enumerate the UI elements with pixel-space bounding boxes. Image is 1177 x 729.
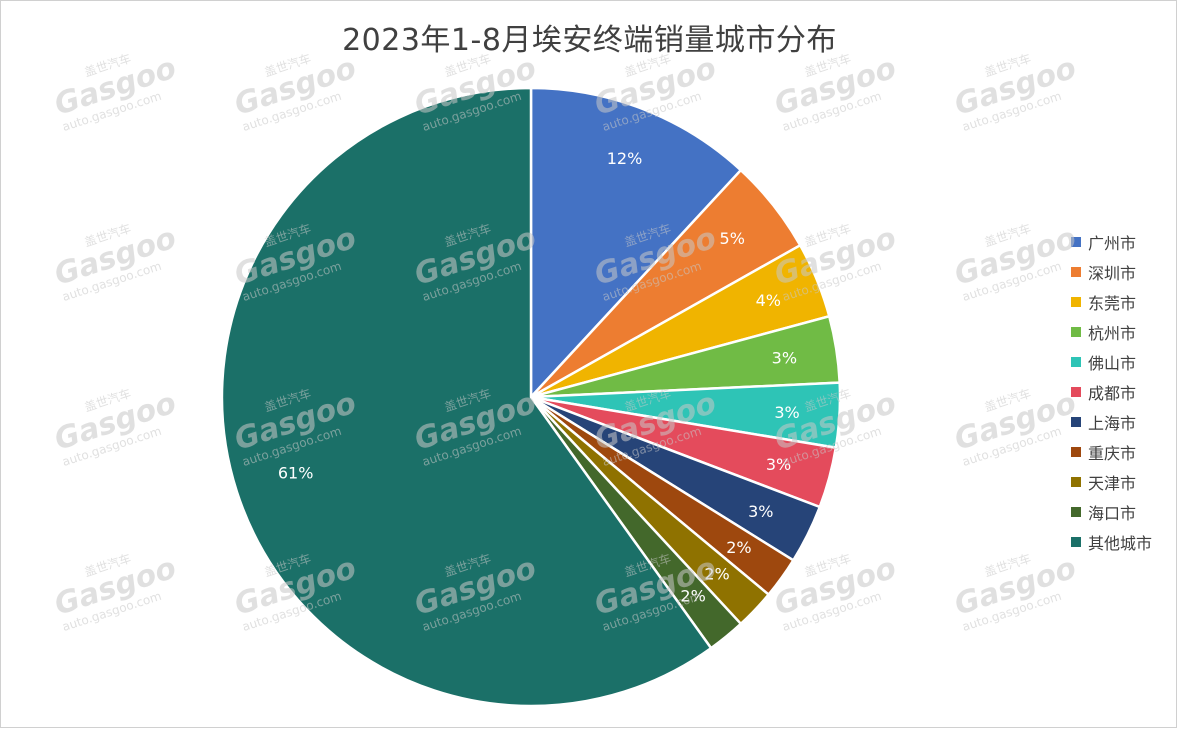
- legend-item-1: 深圳市: [1071, 257, 1152, 287]
- legend-swatch: [1071, 447, 1081, 457]
- legend-item-10: 其他城市: [1071, 527, 1152, 557]
- legend-label: 海口市: [1088, 504, 1137, 523]
- data-label-10: 61%: [278, 464, 314, 483]
- legend-label: 广州市: [1088, 234, 1137, 253]
- legend-item-9: 海口市: [1071, 497, 1152, 527]
- legend-swatch: [1071, 267, 1081, 277]
- legend-swatch: [1071, 327, 1081, 337]
- data-label-4: 3%: [774, 403, 799, 422]
- data-label-1: 5%: [720, 229, 745, 248]
- pie-slice-0: [529, 86, 743, 401]
- legend-swatch: [1071, 507, 1081, 517]
- legend-item-6: 上海市: [1071, 407, 1152, 437]
- legend-item-2: 东莞市: [1071, 287, 1152, 317]
- legend-label: 重庆市: [1088, 444, 1137, 463]
- legend-item-3: 杭州市: [1071, 317, 1152, 347]
- legend-item-7: 重庆市: [1071, 437, 1152, 467]
- legend-item-8: 天津市: [1071, 467, 1152, 497]
- data-label-8: 2%: [704, 564, 729, 583]
- data-label-2: 4%: [756, 291, 781, 310]
- legend-item-5: 成都市: [1071, 377, 1152, 407]
- data-label-6: 3%: [748, 502, 773, 521]
- data-label-3: 3%: [772, 348, 797, 367]
- legend-swatch: [1071, 297, 1081, 307]
- chart-legend: 广州市深圳市东莞市杭州市佛山市成都市上海市重庆市天津市海口市其他城市: [1071, 227, 1152, 557]
- legend-swatch: [1071, 417, 1081, 427]
- chart-title: 2023年1-8月埃安终端销量城市分布: [342, 23, 837, 58]
- legend-label: 深圳市: [1088, 264, 1137, 283]
- legend-swatch: [1071, 357, 1081, 367]
- legend-item-0: 广州市: [1071, 227, 1152, 257]
- legend-label: 东莞市: [1088, 294, 1137, 313]
- data-label-9: 2%: [680, 587, 705, 606]
- legend-label: 其他城市: [1088, 534, 1153, 553]
- legend-swatch: [1071, 387, 1081, 397]
- legend-label: 成都市: [1088, 384, 1137, 403]
- legend-swatch: [1071, 537, 1081, 547]
- legend-swatch: [1071, 477, 1081, 487]
- data-label-0: 12%: [607, 149, 643, 168]
- pie-slice-10: [220, 86, 713, 708]
- legend-swatch: [1071, 237, 1081, 247]
- legend-label: 杭州市: [1088, 324, 1137, 343]
- legend-item-4: 佛山市: [1071, 347, 1152, 377]
- legend-label: 上海市: [1088, 414, 1137, 433]
- legend-label: 天津市: [1088, 474, 1137, 493]
- data-label-5: 3%: [766, 455, 791, 474]
- legend-label: 佛山市: [1088, 354, 1137, 373]
- data-label-7: 2%: [726, 538, 751, 557]
